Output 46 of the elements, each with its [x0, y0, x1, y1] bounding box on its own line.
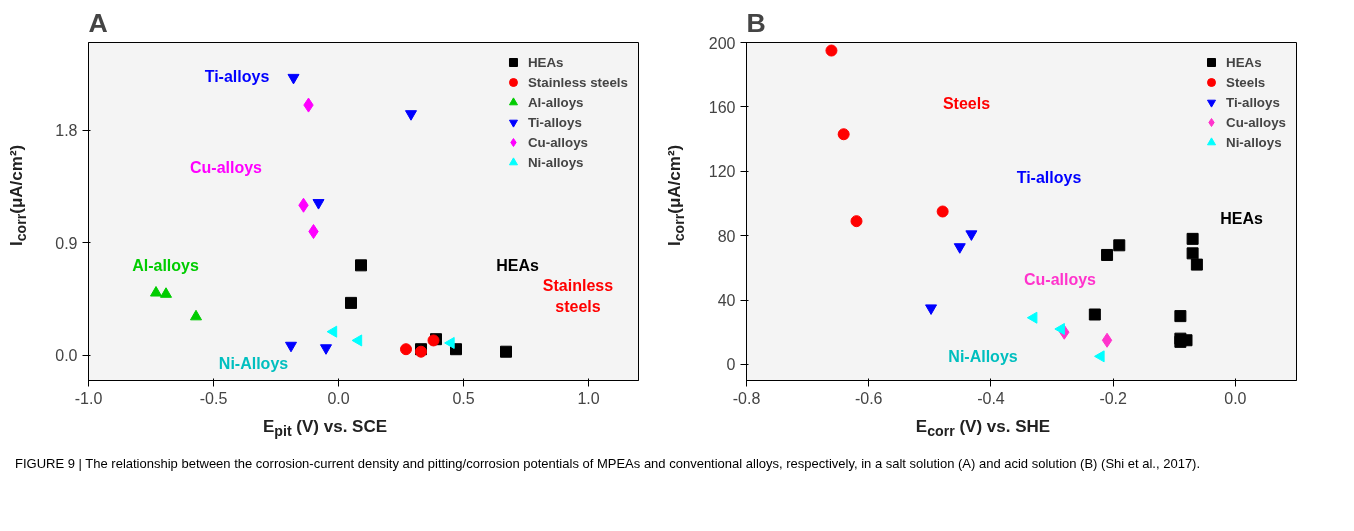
legend-label: Ni-alloys — [527, 154, 584, 170]
annotation: Ti-alloys — [204, 67, 270, 85]
annotation: Cu-alloys — [1023, 270, 1097, 288]
chart-title: A — [88, 7, 108, 38]
x-axis-title: E$_{pit}$ (V) vs. SCE — [262, 416, 388, 442]
chart-title: B — [746, 7, 766, 38]
x-tick-label: 0.5 — [452, 389, 475, 407]
annotation: Ti-alloys — [1016, 169, 1082, 187]
annotation: Steels — [942, 94, 991, 112]
y-tick-label: 40 — [717, 292, 736, 310]
x-tick-label: 0.0 — [1224, 389, 1247, 407]
annotation: HEAs — [1220, 209, 1263, 227]
annotation: Stainless steels — [542, 277, 614, 315]
legend-label: Steels — [1226, 74, 1266, 90]
legend-label: Ti-alloys — [527, 114, 582, 130]
y-tick-label: 0.9 — [55, 234, 78, 252]
legend-label: Al-alloys — [527, 94, 584, 110]
legend-label: HEAs — [527, 54, 564, 70]
y-tick-label: 80 — [717, 227, 736, 245]
y-tick-label: 0 — [726, 356, 736, 374]
annotation: Ni-Alloys — [948, 348, 1018, 366]
annotation: Cu-alloys — [189, 159, 263, 177]
x-tick-label: 0.0 — [327, 389, 350, 407]
annotation: Ni-Alloys — [218, 355, 289, 373]
x-tick-label: -0.5 — [199, 389, 228, 407]
x-tick-label: -0.2 — [1099, 389, 1128, 407]
y-tick-label: 1.8 — [55, 122, 78, 140]
annotation: HEAs — [496, 257, 539, 275]
x-tick-label: -0.4 — [977, 389, 1005, 407]
x-tick-label: -0.8 — [732, 389, 761, 407]
legend-label: Cu-alloys — [1226, 114, 1286, 130]
caption: FIGURE 9 | The relationship between the corrosion-current density and pitting/corrosion potentials of MPEAs and conventional alloys, respectively, in a salt solution (A) and acid solution (B) (Shi et al., 2017). — [15, 455, 1201, 473]
annotation: Al-alloys — [132, 257, 199, 275]
y-tick-label: 0.0 — [55, 347, 78, 365]
x-axis-title: E$_{corr}$ (V) vs. SHE — [915, 416, 1051, 442]
legend-label: Stainless steels — [527, 74, 628, 90]
x-tick-label: -0.6 — [854, 389, 883, 407]
legend-label: Ni-alloys — [1226, 134, 1282, 150]
y-tick-label: 120 — [708, 163, 736, 181]
legend-label: HEAs — [1226, 54, 1262, 70]
legend-label: Cu-alloys — [527, 134, 588, 150]
legend-label: Ti-alloys — [1226, 94, 1280, 110]
y-tick-label: 200 — [708, 34, 736, 52]
x-tick-label: -1.0 — [74, 389, 103, 407]
y-tick-label: 160 — [708, 98, 736, 116]
x-tick-label: 1.0 — [577, 389, 600, 407]
